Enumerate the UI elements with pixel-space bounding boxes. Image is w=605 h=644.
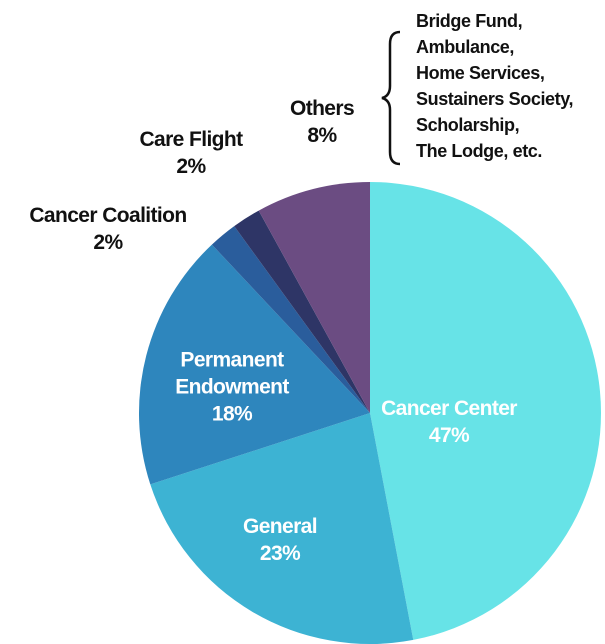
- slice-name: Others: [289, 97, 355, 120]
- pie-slice: [234, 210, 370, 413]
- pie-slice: [211, 226, 370, 413]
- slice-percent: 8%: [307, 124, 337, 147]
- slice-percent: 2%: [93, 231, 123, 254]
- annotation-line: Home Services,: [416, 63, 545, 83]
- slice-name: General: [242, 515, 318, 538]
- brace: [381, 30, 401, 166]
- slice-percent: 47%: [428, 424, 470, 447]
- slice-label: Care Flight 2%: [91, 126, 291, 180]
- slice-label: General 23%: [180, 513, 380, 567]
- pie-slice: [370, 182, 601, 640]
- slice-name: Cancer Coalition: [29, 204, 187, 227]
- slice-label: Cancer Coalition 2%: [0, 202, 228, 256]
- pie-slice: [138, 244, 370, 485]
- slice-label: Cancer Center 47%: [349, 395, 549, 449]
- slice-label: Others 8%: [222, 95, 422, 149]
- slice-percent: 2%: [176, 155, 206, 178]
- annotation-line: Ambulance,: [416, 37, 515, 57]
- slice-name: Care Flight: [139, 128, 243, 151]
- slice-percent: 18%: [211, 402, 253, 426]
- pie-slice: [258, 182, 370, 413]
- annotation-line: Scholarship,: [416, 115, 520, 135]
- slice-percent: 23%: [259, 542, 301, 565]
- annotation-line: The Lodge, etc.: [416, 141, 543, 161]
- annotation-line: Bridge Fund,: [416, 11, 523, 31]
- pie-slice: [150, 413, 414, 644]
- slice-name: Permanent Endowment: [175, 348, 289, 399]
- annotation-line: Sustainers Society,: [416, 89, 574, 109]
- slice-name: Cancer Center: [381, 397, 517, 420]
- annotation: Bridge Fund, Ambulance, Home Services, Sust…: [416, 8, 574, 164]
- slice-label: Permanent Endowment 18%: [162, 347, 302, 428]
